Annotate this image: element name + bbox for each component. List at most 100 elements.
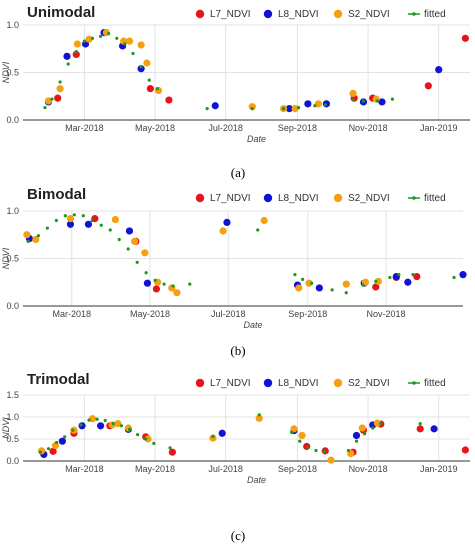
- fitted-point: [54, 440, 59, 445]
- y-tick-label: 1.0: [6, 412, 19, 422]
- s2-point: [32, 235, 40, 244]
- fitted-point: [313, 104, 317, 108]
- s2-point: [88, 415, 97, 423]
- l7-point: [372, 283, 380, 291]
- fitted-point: [90, 218, 94, 223]
- panel-caption: (c): [231, 528, 245, 543]
- legend-l8-marker: [263, 193, 273, 203]
- fitted-point: [115, 36, 119, 40]
- fitted-point: [388, 275, 392, 280]
- x-tick-label: Mar-2018: [65, 123, 104, 133]
- chart-panel-1: 0.0 0.5 1.0 Mar-2018 May-2018 Jul-2018 Sep-201…: [1, 4, 470, 180]
- l8-point: [223, 218, 231, 226]
- fitted-point: [168, 446, 172, 450]
- fitted-point: [103, 418, 107, 423]
- s2-point: [143, 59, 151, 67]
- fitted-point: [297, 106, 301, 110]
- fitted-point: [123, 42, 127, 46]
- chart-panel-3: 0.0 0.5 1.0 1.5 Mar-2018 May-2018 Jul-2018 Sep-…: [1, 371, 470, 543]
- fitted-point: [390, 97, 395, 101]
- s2-point: [44, 97, 53, 105]
- l8-point: [304, 100, 312, 108]
- x-tick-label: Nov-2018: [349, 464, 388, 474]
- legend-s2-marker: [333, 9, 343, 19]
- legend-fitted-marker: [412, 196, 416, 200]
- l8-point: [404, 278, 412, 286]
- x-tick-label: Sep-2018: [278, 464, 317, 474]
- fitted-point: [135, 260, 139, 264]
- y-tick-label: 0.5: [6, 68, 19, 78]
- panel-caption: (a): [231, 165, 245, 180]
- fitted-point: [330, 288, 334, 292]
- l8-point: [58, 437, 66, 445]
- fitted-point: [144, 437, 148, 441]
- l8-point: [137, 65, 145, 73]
- legend-fitted-marker: [412, 381, 416, 385]
- l8-point: [435, 66, 443, 74]
- fitted-point: [361, 99, 366, 103]
- l8-point: [143, 279, 152, 287]
- fitted-point: [361, 283, 365, 287]
- fitted-point: [139, 65, 143, 69]
- s2-point: [291, 105, 299, 113]
- fitted-point: [322, 449, 326, 453]
- s2-point: [66, 215, 75, 223]
- legend-label-fitted: fitted: [424, 9, 446, 20]
- fitted-point: [188, 282, 192, 286]
- legend-label-l8: L8_NDVI: [278, 378, 319, 389]
- x-axis-label: Date: [243, 320, 262, 330]
- l8-point: [84, 220, 93, 228]
- fitted-point: [363, 432, 367, 436]
- l8-point: [96, 422, 105, 430]
- fitted-point: [397, 273, 401, 277]
- chart-title: Trimodal: [27, 371, 90, 388]
- fitted-point: [45, 226, 49, 230]
- s2-point: [73, 40, 82, 48]
- fitted-point: [117, 237, 121, 242]
- s2-point: [314, 100, 322, 108]
- l8-point: [430, 425, 438, 433]
- chart-title: Bimodal: [27, 186, 86, 203]
- l7-point: [461, 34, 469, 42]
- s2-point: [37, 447, 46, 455]
- l7-point: [461, 446, 469, 454]
- fitted-point: [87, 418, 91, 422]
- legend-l8-marker: [263, 378, 273, 388]
- fitted-point: [98, 34, 103, 39]
- legend-label-l8: L8_NDVI: [278, 193, 319, 204]
- legend-s2-marker: [333, 193, 343, 203]
- legend-label-fitted: fitted: [424, 378, 446, 389]
- fitted-point: [26, 239, 30, 243]
- fitted-point: [81, 214, 85, 218]
- series-l7: [91, 215, 421, 293]
- fitted-point: [411, 273, 415, 277]
- s2-point: [260, 216, 268, 225]
- l7-point: [413, 272, 421, 281]
- series-fitted: [26, 213, 456, 295]
- x-tick-label: Jan-2019: [420, 123, 458, 133]
- x-tick-label: Nov-2018: [367, 309, 406, 319]
- fitted-point: [152, 441, 156, 445]
- s2-point: [23, 231, 31, 239]
- series-l7: [54, 34, 469, 104]
- s2-point: [125, 37, 134, 45]
- s2-point: [173, 289, 181, 297]
- y-tick-label: 0.0: [6, 456, 19, 466]
- s2-point: [255, 414, 263, 422]
- fitted-point: [281, 107, 286, 111]
- fitted-point: [256, 228, 260, 232]
- series-s2: [44, 28, 380, 113]
- series-s2: [23, 215, 382, 297]
- fitted-point: [171, 284, 175, 288]
- l7-point: [72, 50, 80, 59]
- fitted-point: [74, 50, 78, 54]
- y-tick-label: 0.5: [6, 434, 19, 444]
- series-l8: [44, 28, 443, 113]
- x-tick-label: Nov-2018: [349, 123, 388, 133]
- y-axis-label: NDVI: [1, 417, 11, 439]
- x-axis-label: Date: [247, 475, 266, 485]
- x-tick-label: Mar-2018: [52, 309, 91, 319]
- fitted-point: [95, 417, 99, 421]
- fitted-point: [119, 424, 124, 428]
- l7-point: [165, 96, 173, 104]
